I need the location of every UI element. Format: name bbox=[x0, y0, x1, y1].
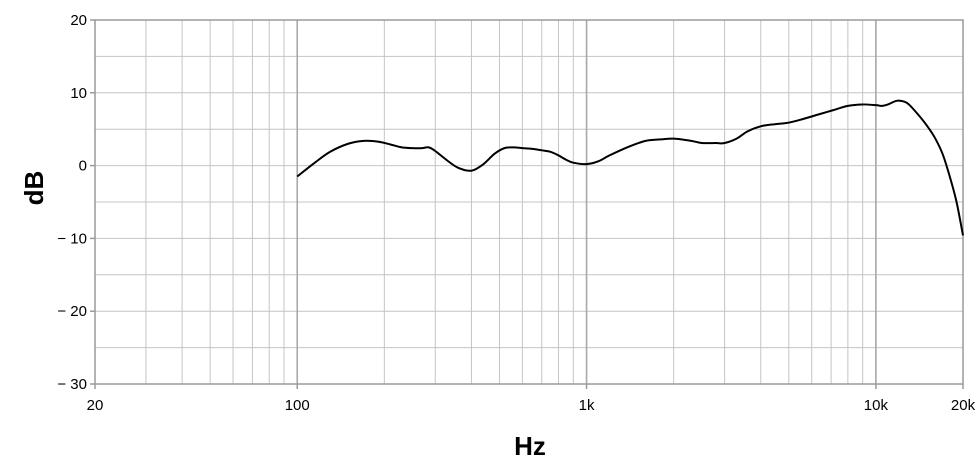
y-tick-label: − 30 bbox=[57, 376, 87, 393]
x-tick-labels: 20 100 1k 10k 20k bbox=[87, 397, 976, 414]
y-axis-label: dB bbox=[19, 171, 49, 206]
y-tick-label: 10 bbox=[70, 85, 87, 102]
y-tick-label: 20 bbox=[70, 12, 87, 29]
series-line bbox=[296, 99, 964, 236]
series-layer bbox=[296, 99, 964, 236]
plot-frame bbox=[94, 19, 964, 385]
x-axis-label: Hz bbox=[514, 431, 546, 461]
x-tick-label: 20k bbox=[951, 397, 976, 414]
y-tick-labels: 20 10 0 − 10 − 20 − 30 bbox=[57, 12, 87, 393]
y-tick-label: 0 bbox=[79, 158, 87, 175]
x-tick-label: 20 bbox=[87, 397, 104, 414]
y-tick-label: − 10 bbox=[57, 230, 87, 247]
x-tick-label: 1k bbox=[579, 397, 595, 414]
x-tick-label: 10k bbox=[864, 397, 889, 414]
y-tick-label: − 20 bbox=[57, 303, 87, 320]
grid-lines bbox=[90, 19, 964, 389]
x-tick-label: 100 bbox=[285, 397, 310, 414]
